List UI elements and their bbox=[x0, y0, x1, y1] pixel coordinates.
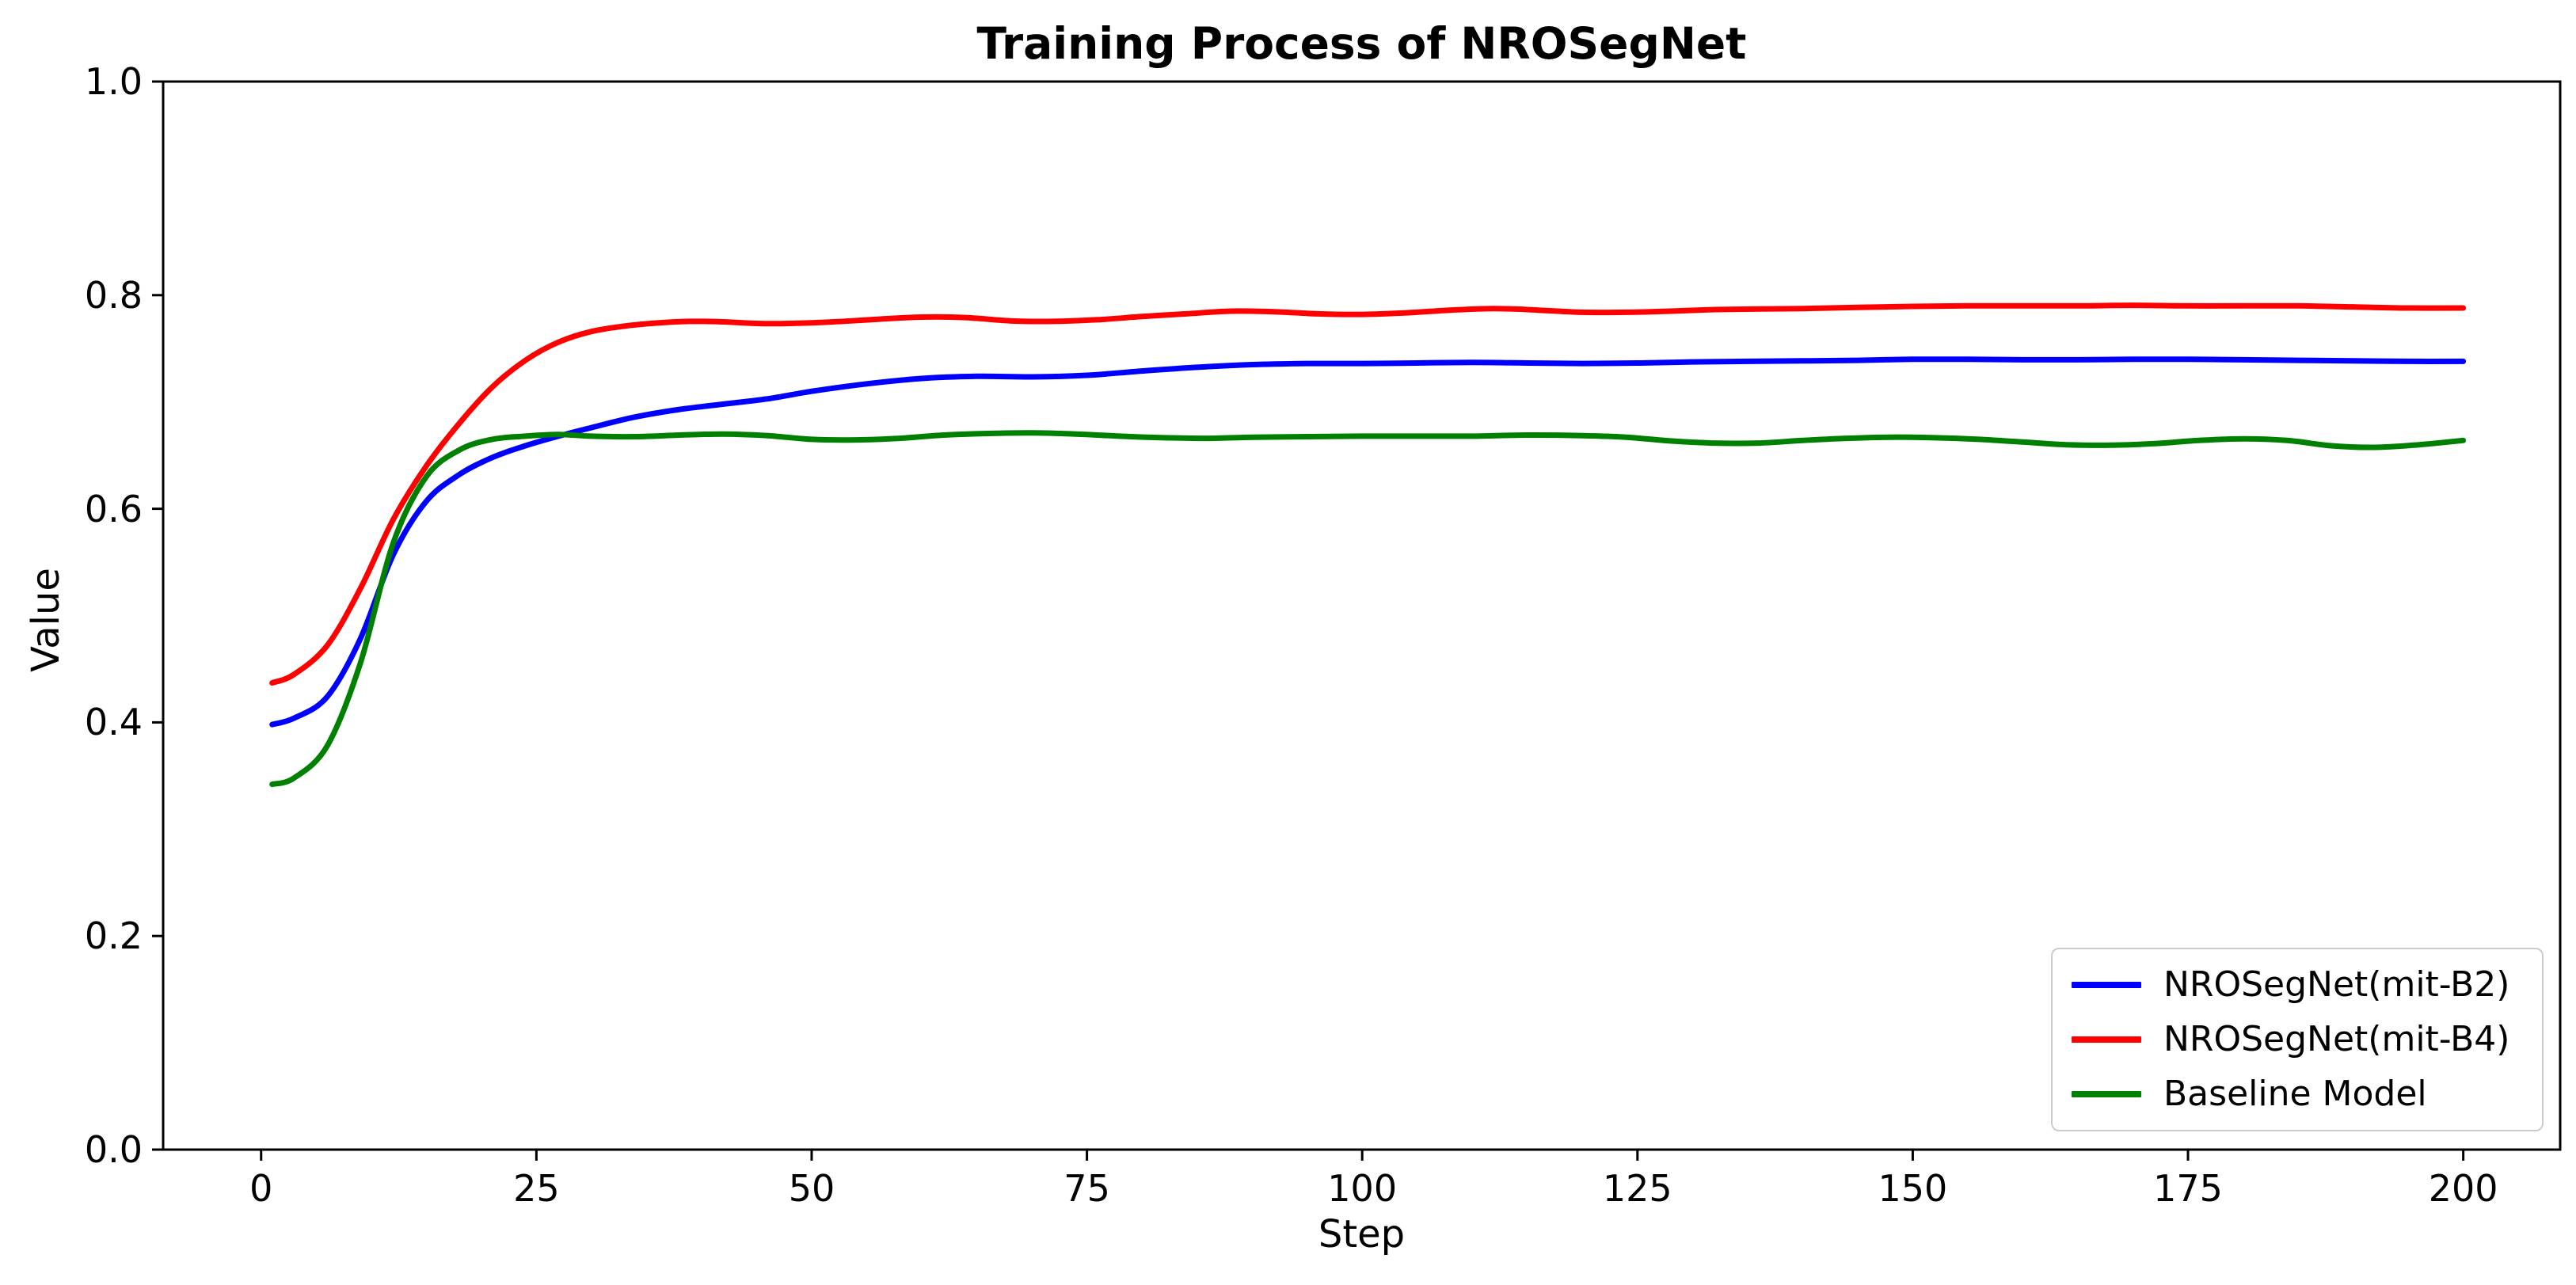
x-tick-label: 175 bbox=[2153, 1167, 2223, 1210]
series-line-nrosegnet-mit-b4- bbox=[269, 302, 2467, 686]
x-tick-label: 0 bbox=[249, 1167, 273, 1210]
x-tick-label: 50 bbox=[788, 1167, 835, 1210]
x-tick-label: 150 bbox=[1878, 1167, 1948, 1210]
legend-item: Baseline Model bbox=[2053, 1067, 2542, 1122]
x-tick-label: 25 bbox=[513, 1167, 560, 1210]
y-tick-label: 0.8 bbox=[84, 273, 143, 317]
legend-item: NROSegNet(mit-B2) bbox=[2053, 957, 2542, 1012]
x-axis-label: Step bbox=[1318, 1212, 1406, 1256]
series-line-baseline-model bbox=[269, 430, 2467, 788]
y-tick-label: 0.6 bbox=[84, 487, 143, 530]
legend-line-sample bbox=[2072, 1091, 2141, 1098]
y-tick-label: 0.4 bbox=[84, 701, 143, 744]
legend-line-sample bbox=[2072, 981, 2141, 988]
legend-item: NROSegNet(mit-B4) bbox=[2053, 1012, 2542, 1066]
y-axis-label: Value bbox=[24, 568, 68, 672]
legend-item-label: NROSegNet(mit-B4) bbox=[2163, 1018, 2510, 1059]
x-tick-label: 125 bbox=[1602, 1167, 1672, 1210]
legend-item-label: Baseline Model bbox=[2163, 1074, 2427, 1115]
legend: NROSegNet(mit-B2) NROSegNet(mit-B4) Baseli… bbox=[2051, 948, 2544, 1131]
series-line-nrosegnet-mit-b2- bbox=[269, 356, 2467, 728]
legend-line-sample bbox=[2072, 1036, 2141, 1043]
y-tick-label: 0.2 bbox=[84, 914, 143, 958]
y-tick-label: 1.0 bbox=[84, 60, 143, 103]
legend-item-label: NROSegNet(mit-B2) bbox=[2163, 964, 2510, 1005]
x-tick-label: 100 bbox=[1327, 1167, 1398, 1210]
y-tick-label: 0.0 bbox=[84, 1128, 143, 1171]
chart-title: Training Process of NROSegNet bbox=[976, 18, 1747, 69]
x-tick-label: 200 bbox=[2428, 1167, 2498, 1210]
x-tick-label: 75 bbox=[1064, 1167, 1110, 1210]
